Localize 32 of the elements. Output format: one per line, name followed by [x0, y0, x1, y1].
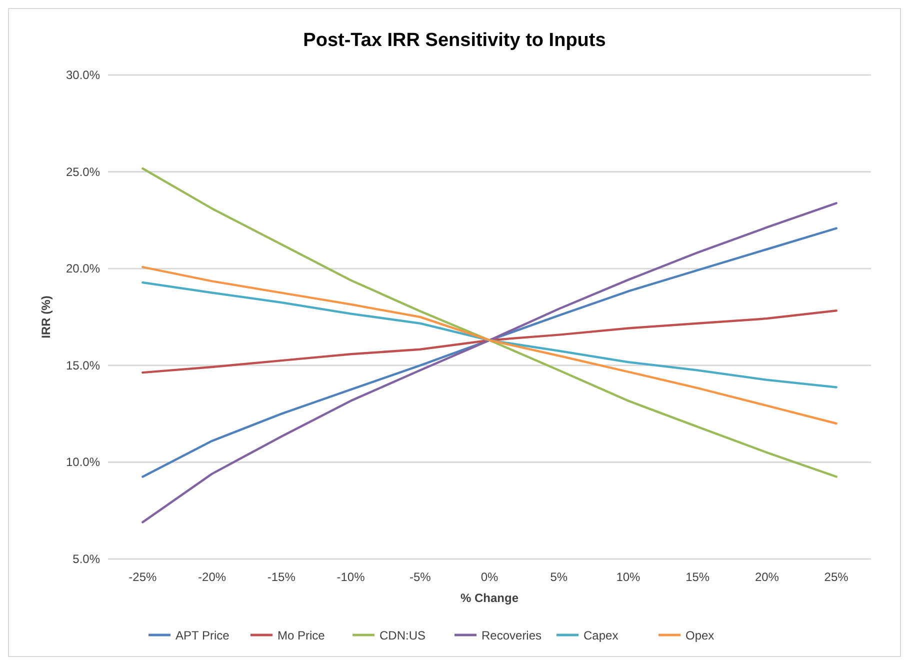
legend-label: CDN:US — [380, 628, 426, 642]
x-tick-label: 20% — [754, 570, 780, 584]
legend-label: APT Price — [176, 628, 230, 642]
line-series — [142, 202, 838, 524]
x-tick-label: 0% — [480, 570, 498, 584]
y-tick-label: 5.0% — [72, 552, 100, 566]
line-series — [142, 281, 838, 388]
legend-label: Mo Price — [278, 628, 326, 642]
x-tick-label: -15% — [267, 570, 296, 584]
y-axis-title: IRR (%) — [39, 296, 53, 338]
x-tick-label: 25% — [824, 570, 849, 584]
x-tick-label: -5% — [409, 570, 432, 584]
line-series — [142, 266, 838, 425]
y-tick-label: 25.0% — [66, 164, 100, 179]
x-axis-title: % Change — [460, 591, 519, 605]
line-series — [142, 227, 838, 478]
x-tick-label: 5% — [550, 570, 568, 584]
line-series — [142, 167, 838, 478]
chart-title: Post-Tax IRR Sensitivity to Inputs — [303, 30, 606, 51]
legend-label: Recoveries — [482, 628, 542, 642]
y-tick-label: 30.0% — [66, 68, 100, 82]
legend-label: Opex — [686, 628, 714, 642]
x-tick-label: -10% — [336, 570, 366, 584]
y-tick-label: 15.0% — [66, 358, 100, 372]
line-series — [142, 309, 838, 374]
x-tick-label: 15% — [686, 570, 710, 584]
y-tick-label: 20.0% — [66, 262, 100, 276]
x-tick-label: -20% — [198, 570, 226, 584]
y-tick-label: 10.0% — [66, 455, 100, 470]
legend-label: Capex — [584, 628, 618, 642]
x-tick-label: 10% — [616, 570, 641, 584]
x-tick-label: -25% — [128, 570, 158, 584]
